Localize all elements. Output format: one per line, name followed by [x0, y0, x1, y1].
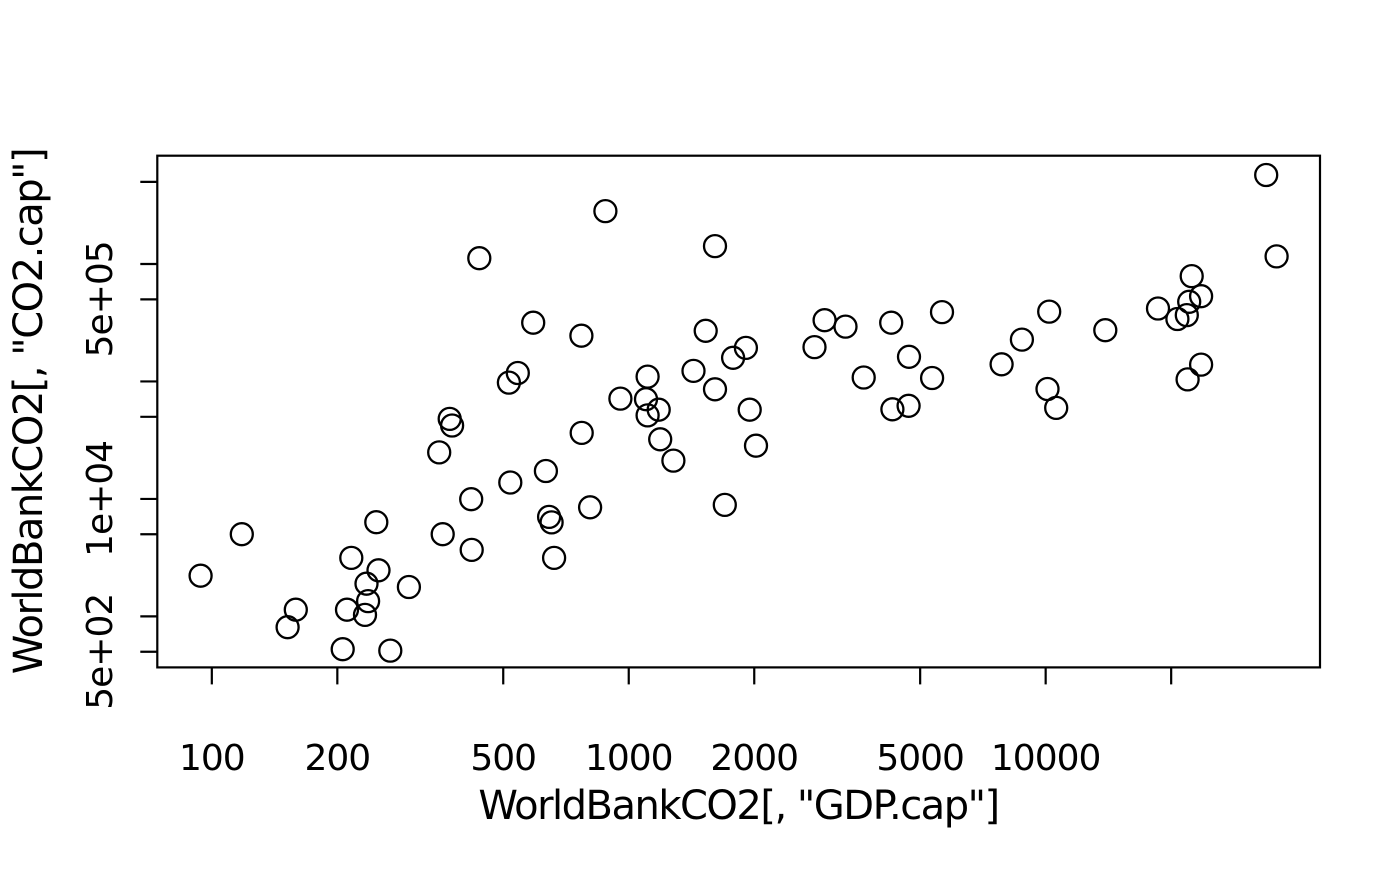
data-point-marker	[355, 588, 381, 614]
x-axis-title: WorldBankCO2[, "GDP.cap"]	[478, 783, 998, 829]
data-point-marker	[919, 365, 945, 391]
x-tick-label: 2000	[710, 738, 798, 779]
data-point-marker	[352, 602, 378, 628]
data-point-marker	[427, 440, 452, 465]
data-point-marker	[712, 492, 737, 518]
data-point-marker	[541, 545, 567, 571]
plot-area-border	[156, 154, 1322, 669]
x-tick-label: 5000	[876, 738, 964, 779]
y-tick-label: 5e+02	[80, 594, 121, 710]
data-point-marker	[880, 397, 905, 422]
data-point-marker	[283, 597, 308, 622]
data-point-marker	[1009, 327, 1035, 352]
data-point-marker	[1264, 244, 1289, 269]
data-point-marker	[366, 558, 391, 583]
y-tick-label: 5e+05	[80, 241, 121, 357]
data-point-marker	[533, 458, 559, 484]
data-point-marker	[430, 522, 455, 547]
data-point-marker	[635, 403, 660, 428]
data-point-marker	[1037, 299, 1062, 324]
data-point-marker	[439, 413, 465, 438]
x-tick-label: 100	[179, 738, 245, 779]
data-point-marker	[693, 318, 718, 343]
data-point-marker	[459, 487, 484, 512]
data-point-marker	[339, 545, 364, 571]
data-point-marker	[989, 352, 1014, 377]
data-point-marker	[743, 433, 769, 458]
data-point-marker	[1188, 352, 1214, 377]
data-point-marker	[521, 310, 546, 335]
y-axis-ticks: 5e+02 1e+04 5e+05	[80, 180, 158, 710]
data-point-marker	[733, 335, 759, 361]
data-point-marker	[396, 574, 422, 600]
data-point-marker	[378, 638, 403, 663]
data-point-marker	[459, 537, 484, 563]
data-point-marker	[593, 198, 618, 224]
x-axis-ticks: 100 200 500 1000 2000 5000 10000	[179, 667, 1173, 779]
data-point-marker	[1177, 289, 1202, 314]
data-point-marker	[851, 365, 876, 390]
y-axis-title: WorldBankCO2[, "CO2.cap"]	[6, 149, 52, 674]
data-point-marker	[1188, 284, 1214, 309]
data-point-marker	[1179, 263, 1204, 289]
data-point-marker	[737, 397, 762, 422]
data-point-marker	[496, 370, 522, 395]
data-point-marker	[681, 358, 706, 384]
x-tick-label: 200	[304, 738, 370, 779]
data-point-marker	[833, 314, 858, 339]
data-point-marker	[569, 420, 594, 446]
data-point-marker	[1044, 395, 1069, 421]
data-point-marker	[229, 522, 254, 547]
x-tick-label: 10000	[991, 738, 1101, 779]
data-point-marker	[275, 615, 300, 640]
data-point-marker	[330, 637, 355, 662]
data-point-marker	[802, 334, 827, 360]
y-tick-label: 1e+04	[80, 441, 121, 557]
data-point-marker	[929, 299, 955, 325]
data-point-marker	[896, 344, 922, 369]
data-point-marker	[608, 386, 633, 411]
data-point-marker	[648, 427, 673, 452]
data-point-marker	[364, 510, 389, 535]
data-point-marker	[334, 597, 360, 622]
data-point-marker	[896, 393, 921, 418]
data-point-marker	[539, 510, 564, 535]
data-point-marker	[505, 360, 530, 386]
data-point-marker	[702, 377, 728, 402]
data-point-marker	[1145, 296, 1171, 321]
x-tick-label: 1000	[585, 738, 673, 779]
data-point-marker	[879, 310, 904, 335]
data-point-marker	[188, 563, 213, 588]
data-point-marker	[635, 364, 660, 389]
data-point-marker	[498, 470, 523, 495]
data-point-marker	[812, 308, 837, 333]
data-point-marker	[661, 448, 686, 473]
data-point-marker	[569, 323, 594, 348]
data-point-marker	[467, 246, 492, 271]
data-point-marker	[1174, 302, 1199, 328]
data-point-marker	[577, 495, 603, 520]
x-tick-label: 500	[470, 738, 536, 779]
data-point-marker	[1175, 367, 1200, 392]
data-points	[188, 162, 1289, 663]
data-point-marker	[1254, 162, 1279, 188]
data-point-marker	[646, 397, 671, 422]
data-point-marker	[354, 571, 379, 596]
data-point-marker	[1093, 318, 1118, 343]
data-point-marker	[702, 233, 728, 259]
